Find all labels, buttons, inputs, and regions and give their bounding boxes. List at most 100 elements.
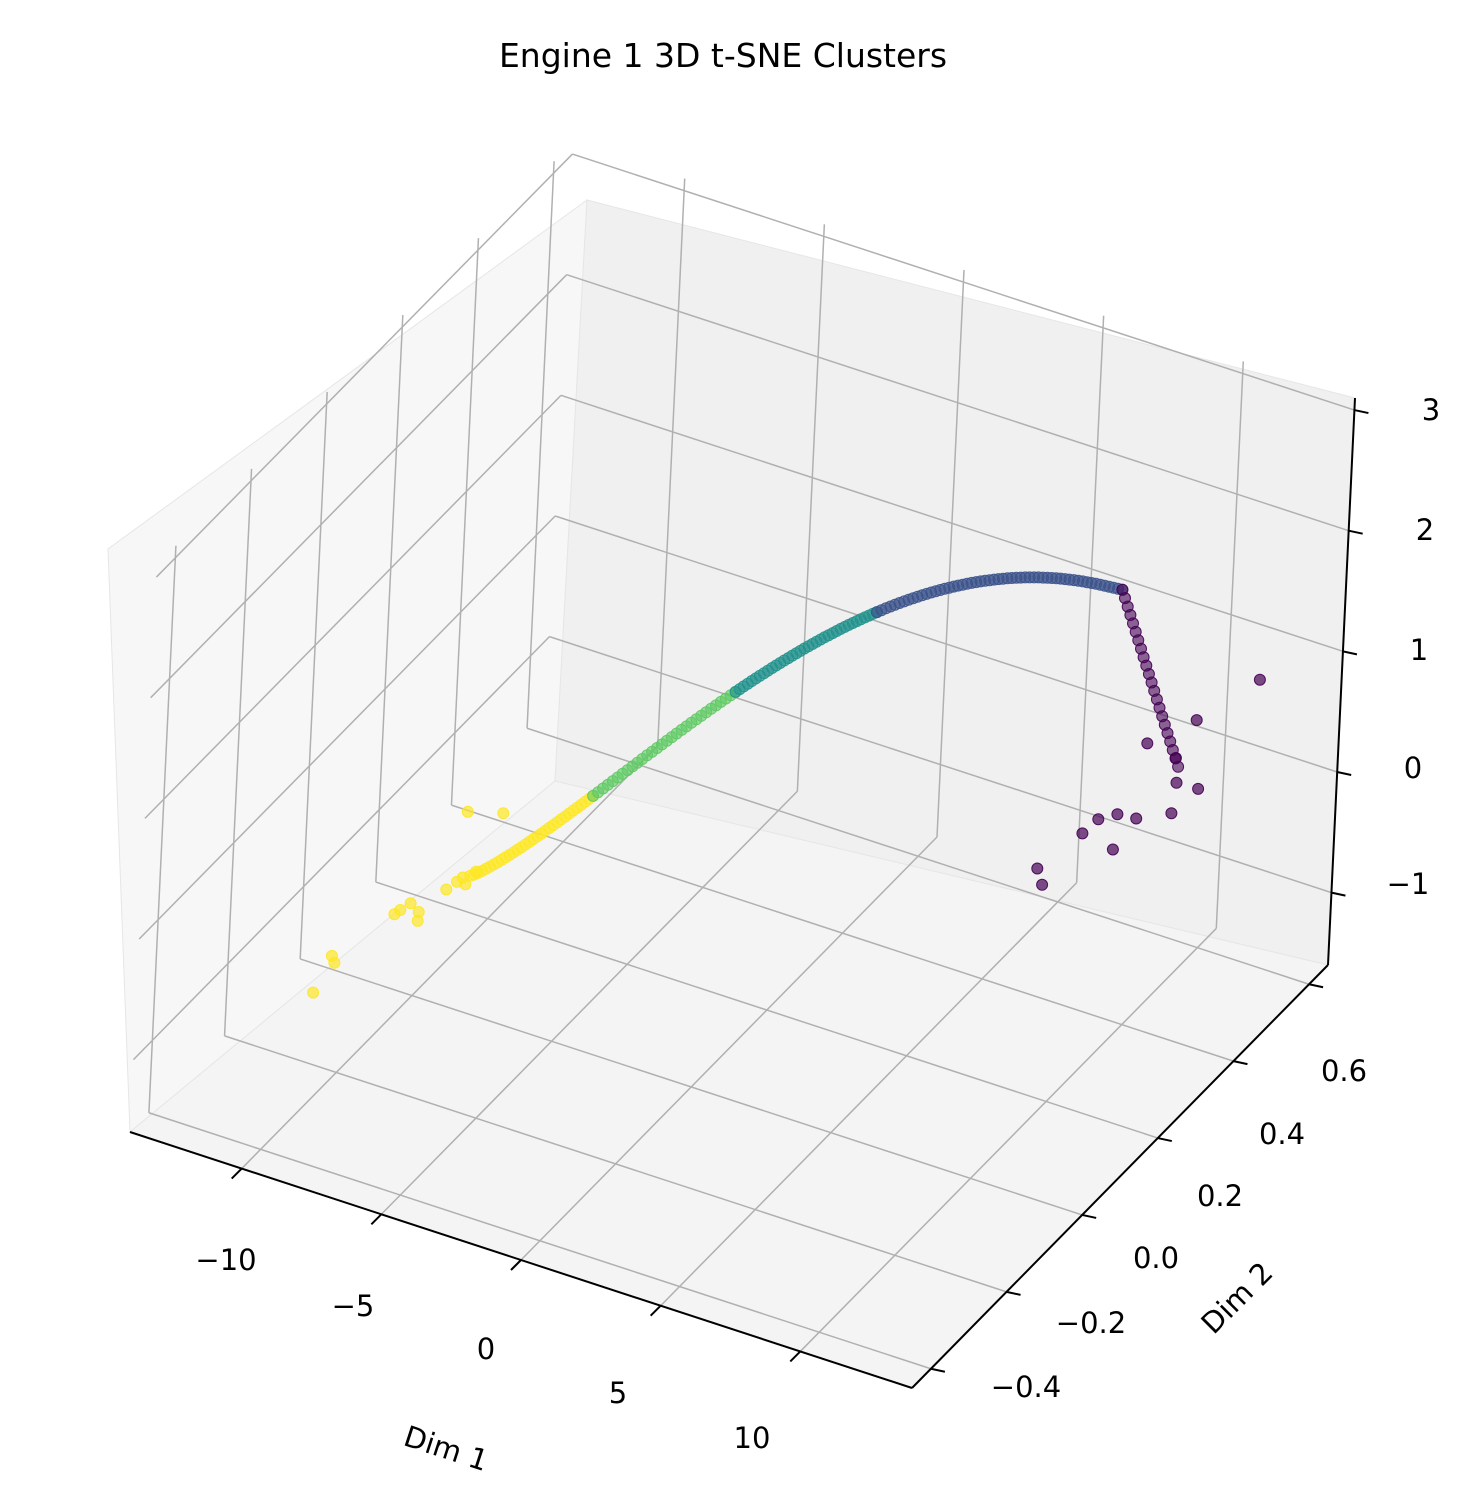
z-tick <box>1336 771 1352 776</box>
y-axis-label: Dim 2 <box>1194 1255 1279 1340</box>
x-tick <box>370 1213 383 1225</box>
grid-line <box>554 515 1338 773</box>
y-tick <box>1006 1290 1021 1296</box>
x-tick <box>510 1259 522 1271</box>
grid-line <box>1215 361 1245 929</box>
data-point <box>1190 714 1203 727</box>
data-point <box>412 906 425 918</box>
y-tick <box>1233 1060 1248 1066</box>
data-point <box>404 897 417 910</box>
y-tick <box>1157 1137 1173 1143</box>
grid-line <box>148 1112 932 1370</box>
x-tick-labels: −10 −5 0 5 10 <box>195 1243 770 1455</box>
y-tick-label: −0.4 <box>991 1370 1061 1404</box>
grid-line <box>375 315 404 883</box>
grid-line <box>520 836 938 1261</box>
grid-line <box>656 178 686 746</box>
y-tick <box>930 1367 946 1373</box>
axis-panes <box>107 198 1356 1389</box>
grid-line <box>144 394 562 819</box>
data-point <box>1092 813 1105 826</box>
data-point <box>1036 878 1049 891</box>
data-point <box>456 871 469 884</box>
y-axis-line <box>911 964 1329 1389</box>
y-tick-label: 0.2 <box>1197 1179 1243 1213</box>
x-tick-label: −10 <box>195 1243 256 1277</box>
y-tick <box>1308 983 1324 989</box>
grid-line <box>451 804 1234 1062</box>
z-tick <box>1342 650 1358 656</box>
grid-line <box>1075 315 1105 883</box>
grid-line <box>224 1035 1007 1293</box>
y-tick-label: 0.4 <box>1259 1117 1305 1151</box>
x-tick <box>789 1350 801 1363</box>
x-tick-label: 0 <box>477 1332 495 1366</box>
z-tick-label: 3 <box>1422 393 1440 427</box>
grid-lines <box>132 153 1355 1370</box>
grid-line <box>799 927 1217 1352</box>
x-tick <box>231 1167 243 1180</box>
z-tick-labels: −1 0 1 2 3 <box>1387 393 1441 901</box>
z-tick <box>1354 409 1369 415</box>
data-point <box>470 865 483 878</box>
grid-line <box>150 274 568 699</box>
grid-line <box>138 515 556 940</box>
grid-line <box>375 881 1159 1139</box>
z-tick-label: 1 <box>1410 633 1428 667</box>
chart-title: Engine 1 3D t-SNE Clusters <box>499 36 947 75</box>
data-point <box>1192 782 1205 795</box>
grid-line <box>560 394 1344 653</box>
data-point <box>328 956 341 969</box>
data-point <box>1130 812 1143 825</box>
grid-line <box>241 745 659 1170</box>
grid-line <box>223 468 253 1036</box>
data-point <box>1111 808 1124 821</box>
y-tick <box>1081 1213 1097 1219</box>
x-tick-label: −5 <box>332 1289 375 1323</box>
x-tick <box>649 1305 662 1317</box>
grid-line <box>380 790 798 1215</box>
data-point <box>497 807 510 820</box>
grid-line <box>299 391 328 959</box>
data-point <box>1253 673 1266 686</box>
y-tick-label: −0.2 <box>1056 1306 1126 1340</box>
data-point <box>1141 737 1154 750</box>
grid-line <box>660 882 1078 1307</box>
data-point <box>1165 807 1178 820</box>
grid-line <box>549 635 1332 894</box>
x-axis-label: Dim 1 <box>400 1419 493 1478</box>
grid-line <box>526 727 1310 985</box>
data-point <box>440 883 453 896</box>
grid-line <box>526 161 555 729</box>
grid-line <box>299 958 1083 1216</box>
data-point <box>1031 862 1044 875</box>
grid-line <box>796 224 826 792</box>
data-point <box>1076 827 1089 840</box>
grid-line <box>148 545 177 1113</box>
scatter-points <box>307 571 1266 999</box>
z-axis-line <box>1327 397 1356 966</box>
data-point <box>394 904 407 916</box>
data-point <box>1169 752 1182 764</box>
z-tick <box>1331 891 1346 897</box>
y-tick-label: 0.0 <box>1133 1241 1179 1275</box>
x-tick-label: 10 <box>734 1421 771 1455</box>
y-tick-labels: −0.4 −0.2 0.0 0.2 0.4 0.6 <box>991 1054 1367 1404</box>
z-tick-label: 2 <box>1416 513 1434 547</box>
y-tick-label: 0.6 <box>1321 1054 1367 1088</box>
data-point <box>1170 776 1183 789</box>
grid-line <box>572 153 1355 411</box>
x-tick-label: 5 <box>609 1376 627 1410</box>
data-point <box>461 805 474 818</box>
z-tick-label: −1 <box>1387 867 1430 901</box>
grid-line <box>936 269 965 838</box>
data-point <box>1106 843 1119 856</box>
data-point <box>307 986 320 999</box>
z-tick-label: 0 <box>1404 751 1422 785</box>
grid-line <box>155 153 573 578</box>
z-tick <box>1348 529 1363 535</box>
grid-line <box>132 636 550 1061</box>
grid-line <box>566 273 1349 532</box>
axis-ticks <box>231 409 1369 1373</box>
